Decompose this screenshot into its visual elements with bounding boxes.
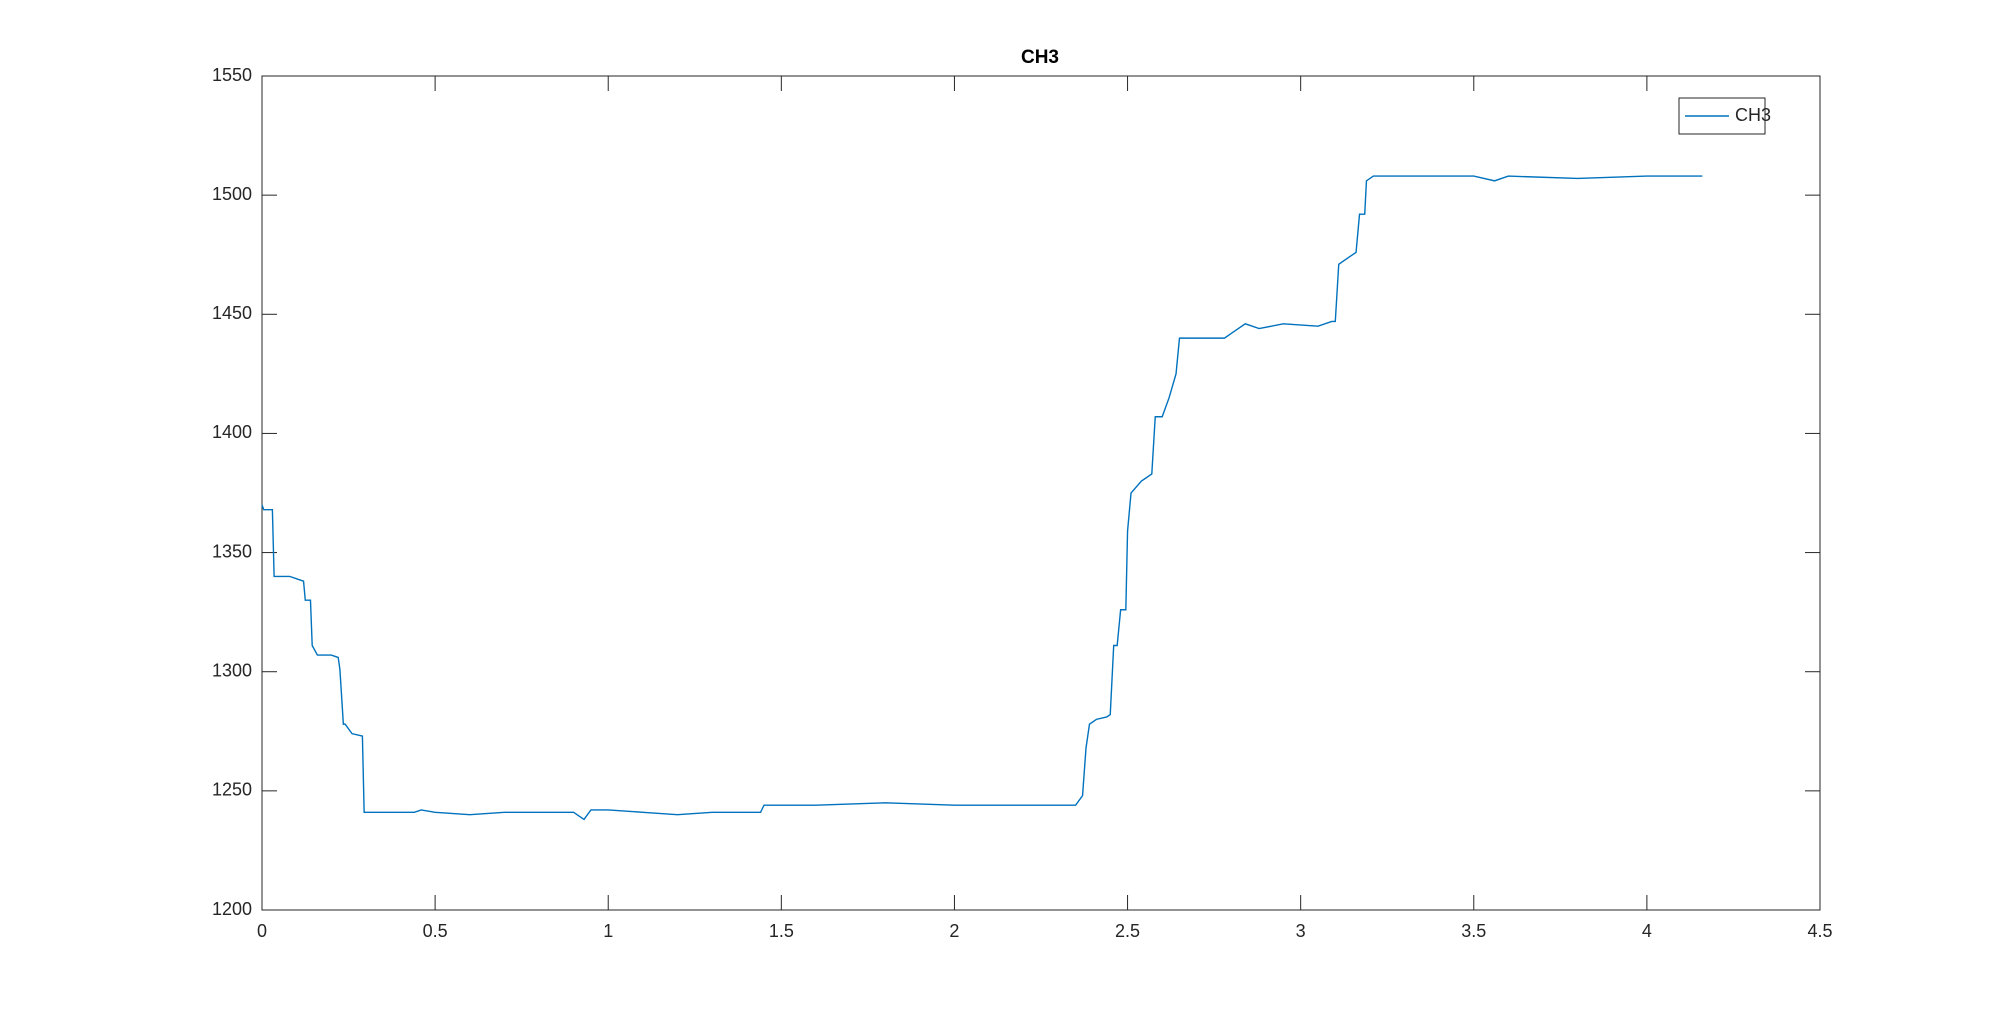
plot-area [261, 75, 1821, 911]
x-tick-label: 4 [1642, 921, 1652, 941]
y-tick-label: 1550 [212, 65, 252, 85]
x-tick-label: 0.5 [423, 921, 448, 941]
x-tick-label: 4.5 [1807, 921, 1832, 941]
x-tick-label: 2.5 [1115, 921, 1140, 941]
y-tick-label: 1250 [212, 780, 252, 800]
x-tick-label: 0 [257, 921, 267, 941]
x-tick-label: 3.5 [1461, 921, 1486, 941]
y-tick-label: 1350 [212, 541, 252, 561]
x-tick-label: 2 [949, 921, 959, 941]
data-line [261, 175, 1703, 821]
x-tick-label: 1 [603, 921, 613, 941]
y-tick-label: 1400 [212, 422, 252, 442]
y-tick-label: 1300 [212, 660, 252, 680]
y-tick-label: 1450 [212, 303, 252, 323]
y-tick-label: 1200 [212, 899, 252, 919]
legend-label: CH3 [1735, 105, 1771, 125]
chart-title: CH3 [1021, 47, 1059, 68]
legend: CH3 [1678, 97, 1771, 135]
y-tick-label: 1500 [212, 184, 252, 204]
x-tick-label: 1.5 [769, 921, 794, 941]
x-tick-label: 3 [1296, 921, 1306, 941]
